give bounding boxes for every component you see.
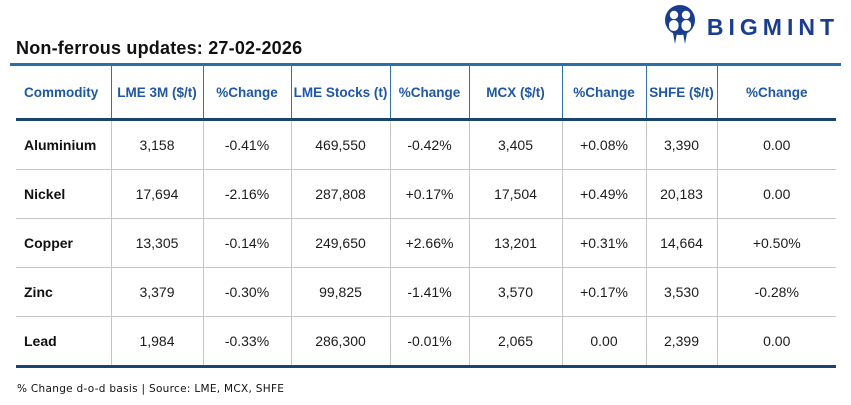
lme-stocks-change: -1.41% [390,267,470,317]
mcx-change: 0.00 [562,316,647,368]
lme-3m-change: -0.30% [203,267,292,317]
header-shfe: SHFE ($/t) [646,66,718,121]
mcx-value: 2,065 [469,316,563,368]
title-underline [10,63,841,66]
mcx-change: +0.31% [562,218,647,268]
lme-stocks-change: +2.66% [390,218,470,268]
lme-stocks-change: +0.17% [390,169,470,219]
lme-stocks-value: 286,300 [291,316,391,368]
table-row: Aluminium 3,158 -0.41% 469,550 -0.42% 3,… [16,119,836,170]
lme-3m-change: -0.41% [203,119,292,170]
lme-stocks-change: -0.42% [390,119,470,170]
header-lme-stocks: LME Stocks (t) [291,66,391,121]
bigmint-logo-icon [661,4,699,51]
mcx-value: 17,504 [469,169,563,219]
table-header-row: Commodity LME 3M ($/t) %Change LME Stock… [16,66,836,121]
header-lme-change: %Change [203,66,292,121]
mcx-value: 3,570 [469,267,563,317]
table-row: Zinc 3,379 -0.30% 99,825 -1.41% 3,570 +0… [16,267,836,317]
mcx-value: 3,405 [469,119,563,170]
lme-3m-change: -0.14% [203,218,292,268]
shfe-value: 14,664 [646,218,718,268]
mcx-value: 13,201 [469,218,563,268]
lme-3m-value: 13,305 [111,218,204,268]
shfe-change: 0.00 [717,119,836,170]
lme-stocks-value: 249,650 [291,218,391,268]
header-shfe-change: %Change [717,66,836,121]
lme-stocks-value: 99,825 [291,267,391,317]
lme-3m-value: 17,694 [111,169,204,219]
commodity-name: Lead [16,316,112,368]
lme-3m-change: -0.33% [203,316,292,368]
shfe-change: 0.00 [717,169,836,219]
header-mcx-change: %Change [562,66,647,121]
lme-3m-value: 1,984 [111,316,204,368]
shfe-change: -0.28% [717,267,836,317]
lme-stocks-value: 469,550 [291,119,391,170]
header-stocks-change: %Change [390,66,470,121]
header-lme-3m: LME 3M ($/t) [111,66,204,121]
commodity-name: Nickel [16,169,112,219]
bigmint-logo: BIGMINT [661,4,839,51]
commodity-name: Aluminium [16,119,112,170]
mcx-change: +0.17% [562,267,647,317]
shfe-value: 20,183 [646,169,718,219]
header-commodity: Commodity [16,66,112,121]
shfe-value: 2,399 [646,316,718,368]
shfe-change: +0.50% [717,218,836,268]
shfe-change: 0.00 [717,316,836,368]
table-row: Copper 13,305 -0.14% 249,650 +2.66% 13,2… [16,218,836,268]
table-row: Nickel 17,694 -2.16% 287,808 +0.17% 17,5… [16,169,836,219]
commodity-name: Copper [16,218,112,268]
lme-3m-change: -2.16% [203,169,292,219]
header-mcx: MCX ($/t) [469,66,563,121]
source-note: % Change d-o-d basis | Source: LME, MCX,… [17,383,285,395]
lme-stocks-change: -0.01% [390,316,470,368]
bigmint-logo-text: BIGMINT [706,14,839,40]
page-title: Non-ferrous updates: 27-02-2026 [16,38,303,58]
lme-stocks-value: 287,808 [291,169,391,219]
shfe-value: 3,390 [646,119,718,170]
commodity-table: Commodity LME 3M ($/t) %Change LME Stock… [16,66,836,368]
lme-3m-value: 3,379 [111,267,204,317]
mcx-change: +0.08% [562,119,647,170]
lme-3m-value: 3,158 [111,119,204,170]
table-row: Lead 1,984 -0.33% 286,300 -0.01% 2,065 0… [16,316,836,368]
mcx-change: +0.49% [562,169,647,219]
commodity-name: Zinc [16,267,112,317]
shfe-value: 3,530 [646,267,718,317]
